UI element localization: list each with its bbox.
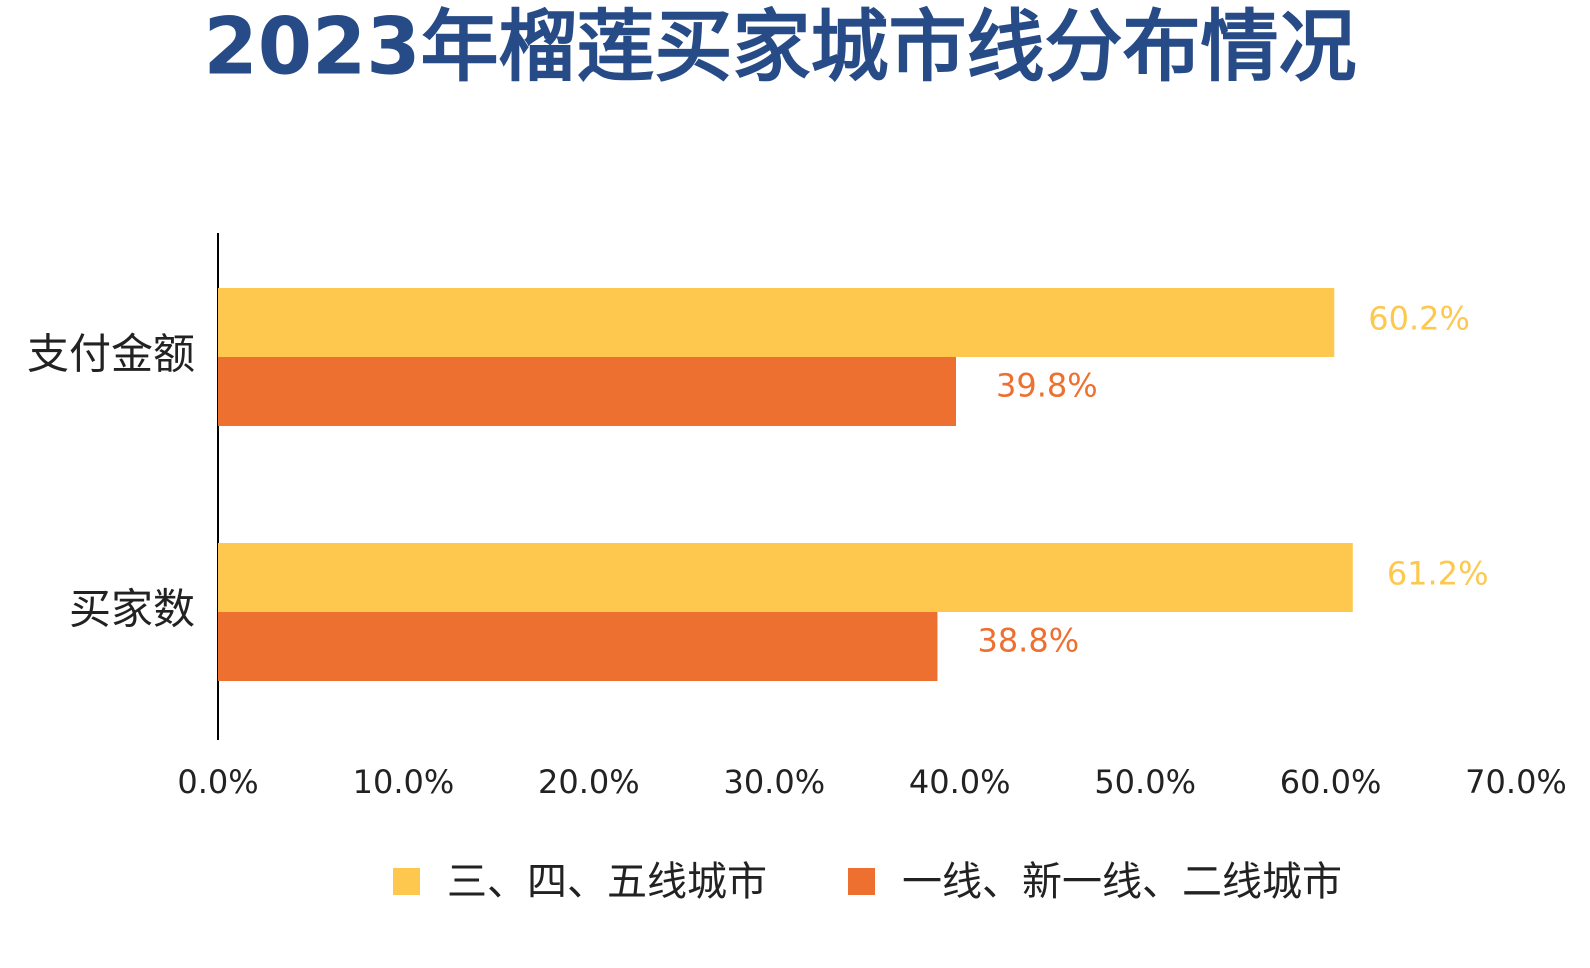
y-tick-label: 支付金额 xyxy=(27,330,195,379)
x-tick-label: 50.0% xyxy=(1094,763,1196,801)
x-tick-label: 0.0% xyxy=(177,763,258,801)
bar xyxy=(218,288,1335,357)
legend-swatch xyxy=(393,868,420,895)
x-tick-label: 10.0% xyxy=(353,763,455,801)
legend-swatch xyxy=(848,868,875,895)
value-label: 39.8% xyxy=(996,367,1098,405)
bar xyxy=(218,612,938,681)
x-tick-label: 40.0% xyxy=(909,763,1011,801)
legend-label: 三、四、五线城市 xyxy=(447,859,767,905)
x-tick-label: 20.0% xyxy=(538,763,640,801)
y-tick-label: 买家数 xyxy=(69,585,195,634)
bar xyxy=(218,543,1353,612)
value-label: 60.2% xyxy=(1368,300,1470,338)
value-label: 61.2% xyxy=(1387,555,1489,593)
x-tick-label: 70.0% xyxy=(1465,763,1567,801)
chart-title: 2023年榴莲买家城市线分布情况 xyxy=(203,2,1356,92)
value-label: 38.8% xyxy=(977,622,1079,660)
legend-label: 一线、新一线、二线城市 xyxy=(902,859,1342,905)
x-tick-label: 30.0% xyxy=(723,763,825,801)
bar xyxy=(218,357,957,426)
x-tick-label: 60.0% xyxy=(1280,763,1382,801)
